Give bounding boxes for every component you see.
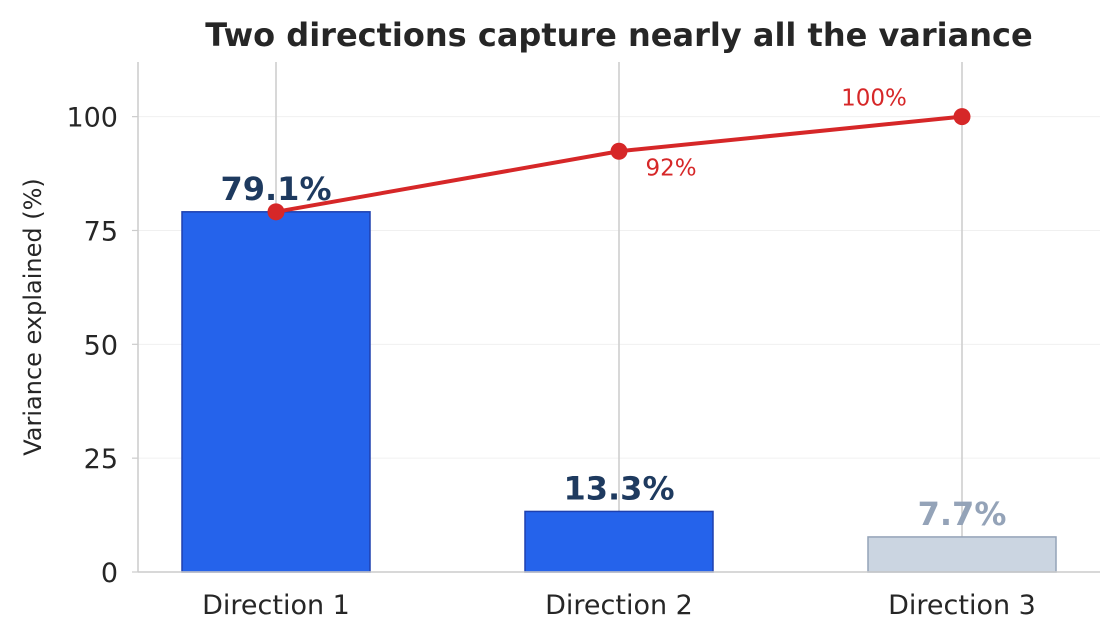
cumulative-series [267,108,971,221]
cumulative-point-1 [267,203,285,221]
chart-title: Two directions capture nearly all the va… [205,16,1032,54]
cumulative-point-2 [610,142,628,160]
bar-value-label: 79.1% [220,170,331,208]
x-tick-label: Direction 3 [888,590,1036,621]
cumulative-label: 100% [841,86,907,112]
cumulative-label: 92% [645,155,696,181]
bar-1 [181,211,371,573]
y-tick-label: 25 [84,444,118,475]
y-tick-label: 0 [101,558,118,589]
y-axis-label: Variance explained (%) [19,178,47,456]
bar-3 [867,536,1057,573]
y-tick-label: 100 [66,103,118,134]
labels: 0 25 50 75 100 Direction 1 Direction 2 Directio… [66,86,1035,621]
x-tick-label: Direction 2 [545,590,693,621]
y-tick-label: 75 [84,216,118,247]
x-tick-label: Direction 1 [202,590,350,621]
axes [132,62,1100,573]
bar-value-label: 7.7% [918,495,1007,533]
cumulative-point-3 [953,108,971,126]
bar-value-label: 13.3% [563,469,674,507]
bar-2 [524,510,714,573]
y-tick-label: 50 [84,330,118,361]
